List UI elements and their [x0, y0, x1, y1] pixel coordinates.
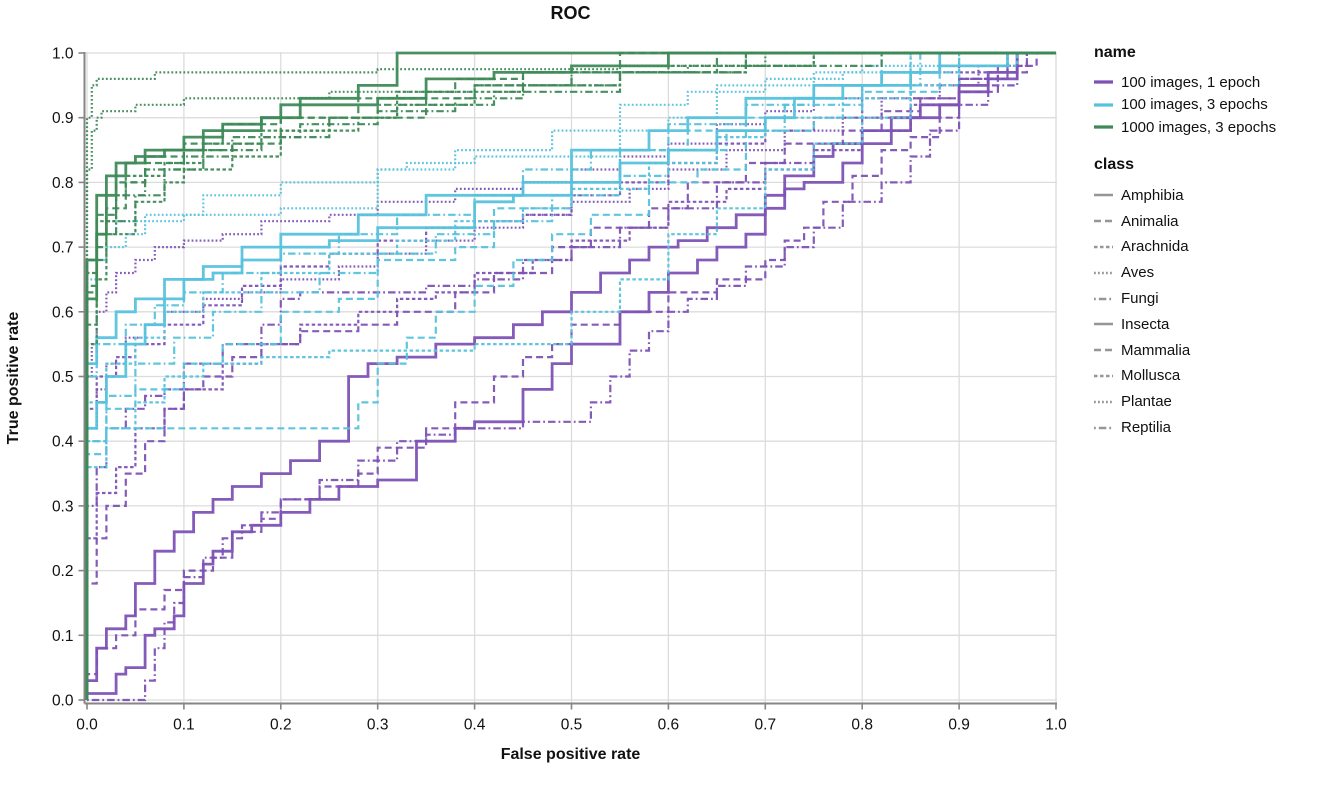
roc-curve [85, 51, 1056, 700]
legend-class-item: Amphibia [1094, 183, 1334, 209]
legend-dash-swatch [1094, 271, 1113, 274]
legend-class-items: Amphibia Animalia Arachnida Aves Fungi I… [1094, 183, 1334, 441]
y-tick-label: 0.0 [52, 693, 74, 710]
legend-color-swatch [1094, 103, 1113, 107]
legend-name-label: 100 images, 1 epoch [1121, 73, 1261, 91]
legend-class-item: Mammalia [1094, 337, 1334, 363]
legend-dash-swatch [1094, 297, 1113, 300]
legend-dash-swatch [1094, 323, 1113, 326]
y-tick-label: 0.5 [52, 369, 74, 386]
roc-curve [85, 51, 1056, 700]
y-tick-label: 0.2 [52, 563, 74, 580]
roc-curve [85, 51, 1056, 700]
roc-curve [85, 51, 1056, 700]
legend-class-item: Aves [1094, 260, 1334, 286]
chart-title: ROC [550, 3, 591, 23]
x-tick-label: 0.8 [851, 717, 873, 734]
legend-class-item: Mollusca [1094, 363, 1334, 389]
legend-class-label: Mollusca [1121, 367, 1181, 385]
legend-name-items: 100 images, 1 epoch 100 images, 3 epochs… [1094, 71, 1334, 139]
y-tick-label: 0.6 [52, 304, 74, 321]
x-tick-label: 0.5 [561, 717, 583, 734]
legend-class-label: Mammalia [1121, 341, 1191, 359]
legend-class-label: Plantae [1121, 393, 1172, 411]
roc-curve [85, 51, 1056, 700]
legend-color-swatch [1094, 125, 1113, 129]
y-tick-label: 0.3 [52, 498, 74, 515]
legend-dash-swatch [1094, 194, 1113, 197]
legend-class-item: Plantae [1094, 389, 1334, 415]
legend: name 100 images, 1 epoch 100 images, 3 e… [1094, 44, 1334, 440]
x-tick-label: 1.0 [1045, 717, 1067, 734]
roc-curve [85, 51, 1056, 700]
roc-curve [85, 51, 1056, 700]
y-axis-title: True positive rate [5, 311, 22, 445]
roc-curve [85, 51, 1056, 700]
legend-dash-swatch [1094, 374, 1113, 378]
x-tick-label: 0.9 [948, 717, 970, 734]
x-tick-label: 0.1 [173, 717, 195, 734]
legend-class-label: Reptilia [1121, 419, 1172, 437]
legend-class-label: Amphibia [1121, 186, 1184, 204]
legend-class-item: Arachnida [1094, 234, 1334, 260]
legend-name-label: 1000 images, 3 epochs [1121, 118, 1277, 136]
x-tick-label: 0.4 [464, 717, 486, 734]
legend-name-label: 100 images, 3 epochs [1121, 96, 1268, 114]
x-tick-label: 0.2 [270, 717, 292, 734]
legend-name-item: 100 images, 1 epoch [1094, 71, 1334, 94]
roc-curve [85, 51, 1056, 700]
legend-gap [1094, 139, 1334, 156]
legend-class-title: class [1094, 155, 1135, 173]
y-tick-label: 0.7 [52, 240, 74, 257]
roc-curve [87, 51, 1056, 702]
legend-class-item: Insecta [1094, 311, 1334, 337]
y-tick-label: 0.4 [52, 434, 74, 451]
legend-color-swatch [1094, 80, 1113, 84]
legend-dash-swatch [1094, 348, 1113, 352]
x-tick-label: 0.3 [367, 717, 389, 734]
legend-class-label: Fungi [1121, 290, 1159, 308]
legend-name-item: 1000 images, 3 epochs [1094, 116, 1334, 139]
roc-curve [85, 51, 1056, 700]
legend-class-item: Fungi [1094, 286, 1334, 312]
y-tick-label: 1.0 [52, 46, 74, 63]
x-tick-label: 0.0 [76, 717, 98, 734]
legend-dash-swatch [1094, 219, 1113, 223]
legend-class-item: Animalia [1094, 208, 1334, 234]
x-axis-title: False positive rate [500, 746, 641, 763]
legend-dash-swatch [1094, 400, 1113, 403]
x-tick-label: 0.6 [658, 717, 680, 734]
roc-curve [85, 51, 1056, 700]
legend-class-label: Arachnida [1121, 238, 1189, 256]
y-tick-label: 0.1 [52, 628, 74, 645]
y-tick-label: 0.8 [52, 175, 74, 192]
x-tick-label: 0.7 [755, 717, 777, 734]
legend-class-label: Insecta [1121, 315, 1170, 333]
legend-name-title: name [1094, 44, 1136, 61]
legend-class-item: Reptilia [1094, 415, 1334, 441]
roc-curve [85, 51, 1056, 700]
legend-name-item: 100 images, 3 epochs [1094, 94, 1334, 117]
roc-curve [85, 51, 1056, 700]
roc-curve [85, 51, 1056, 700]
legend-dash-swatch [1094, 245, 1113, 249]
y-tick-label: 0.9 [52, 110, 74, 127]
legend-class-label: Aves [1121, 264, 1155, 282]
roc-curve [85, 51, 1056, 700]
roc-curve [85, 51, 1056, 700]
legend-dash-swatch [1094, 426, 1113, 429]
legend-class-label: Animalia [1121, 212, 1179, 230]
